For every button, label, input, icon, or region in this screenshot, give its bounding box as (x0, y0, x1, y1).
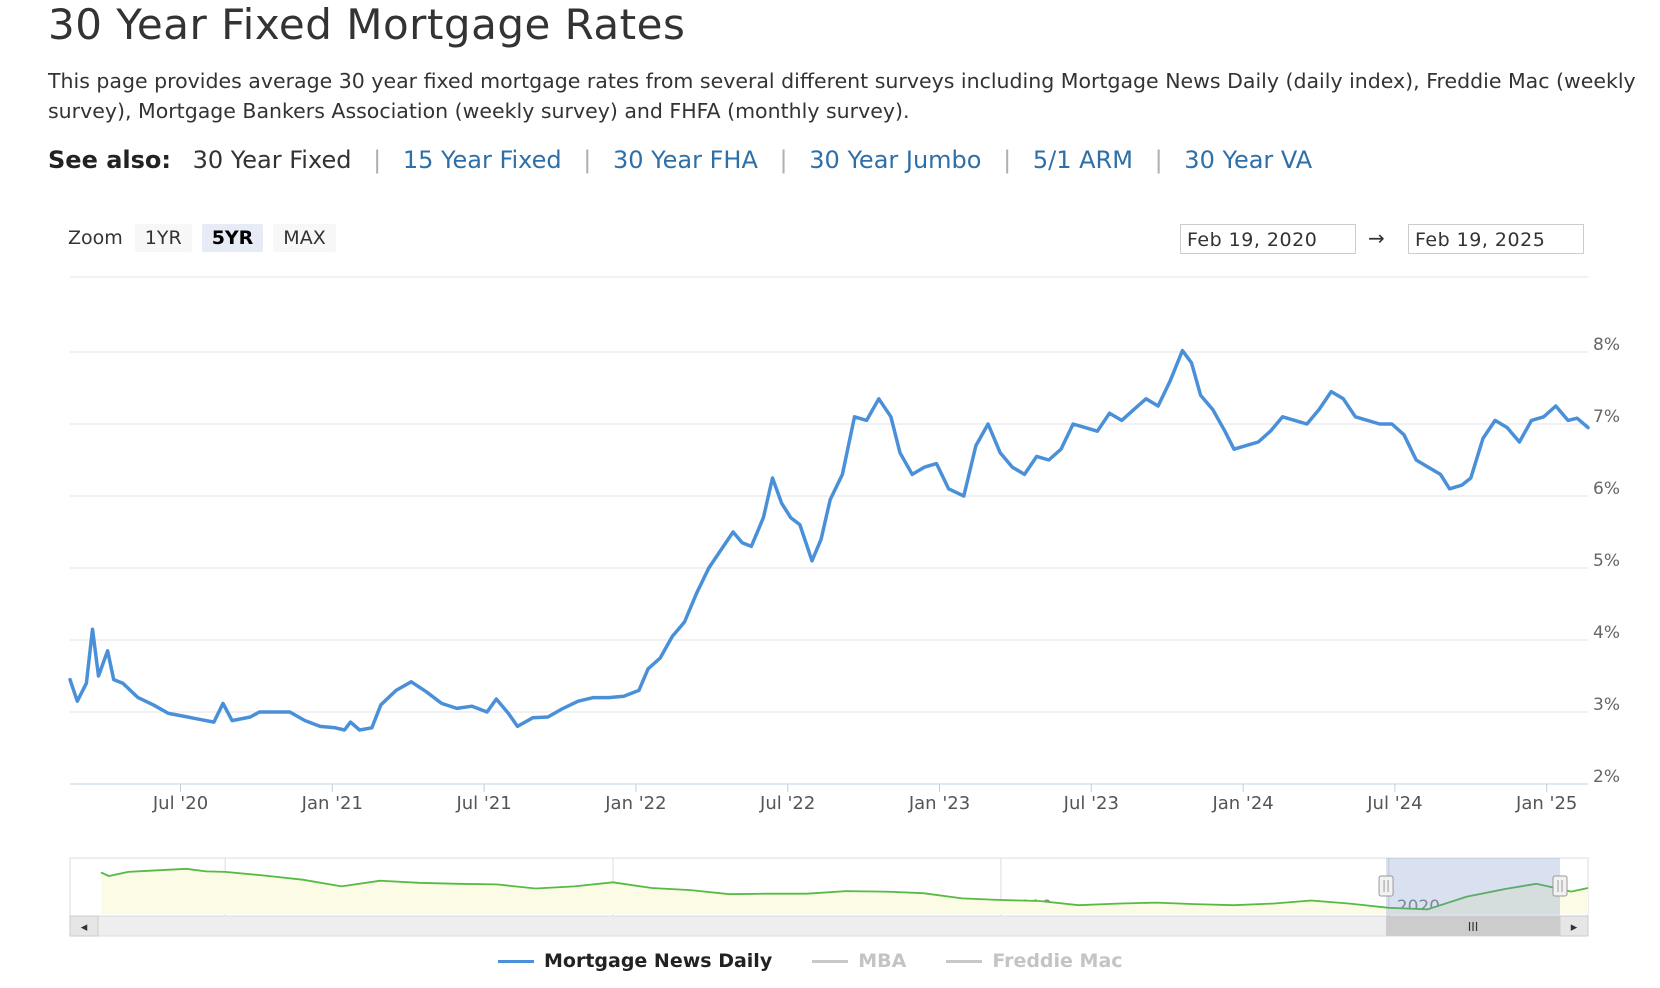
legend-item-freddie-mac[interactable]: Freddie Mac (946, 950, 1123, 972)
x-tick-label: Jan '21 (301, 793, 363, 814)
legend-swatch (946, 959, 983, 963)
see-also-nav: See also: 30 Year Fixed | 15 Year Fixed … (48, 146, 1312, 174)
y-tick-label: 3% (1593, 695, 1620, 715)
x-tick-label: Jul '24 (1366, 793, 1422, 814)
see-also-link-5-1-arm[interactable]: 5/1 ARM (1032, 146, 1133, 174)
navigator-selection[interactable] (1386, 858, 1560, 916)
x-tick-label: Jan '24 (1211, 793, 1273, 814)
x-tick-label: Jul '23 (1063, 793, 1119, 814)
y-axis-labels: 2% 3% 4% 5% 6% 7% 8% (1593, 335, 1620, 787)
x-tick-label: Jan '23 (908, 793, 970, 814)
x-tick-label: Jan '22 (604, 793, 666, 814)
navigator-scrollbar[interactable]: III ◂ ▸ (69, 915, 1589, 937)
see-also-separator: | (373, 146, 382, 174)
see-also-label: See also: (48, 146, 171, 174)
see-also-link-30-year-fha[interactable]: 30 Year FHA (613, 146, 758, 174)
legend-swatch (498, 959, 534, 963)
zoom-label: Zoom (68, 227, 123, 249)
range-from-input[interactable]: Feb 19, 2020 (1180, 224, 1356, 254)
legend-label: Freddie Mac (992, 950, 1123, 972)
scroll-left-arrow-icon: ◂ (81, 920, 88, 935)
scroll-left-button[interactable] (69, 915, 99, 937)
y-tick-label: 8% (1593, 335, 1620, 355)
x-tick-label: Jan '25 (1515, 793, 1577, 814)
navigator-right-handle[interactable] (1552, 875, 1568, 897)
scroll-right-arrow-icon: ▸ (1571, 920, 1578, 935)
legend-item-mba[interactable]: MBA (812, 950, 906, 972)
see-also-separator: | (583, 146, 592, 174)
x-axis-labels: Jul '20 Jan '21 Jul '21 Jan '22 Jul '22 Jan '… (152, 784, 1577, 814)
navigator-series (100, 867, 1589, 914)
zoom-max-button[interactable]: MAX (273, 224, 336, 252)
legend-label: MBA (858, 950, 907, 972)
series-line-mortgage-news-daily (68, 348, 1590, 732)
see-also-current: 30 Year Fixed (192, 146, 352, 174)
x-tick-label: Jul '21 (455, 793, 511, 814)
page-intro: This page provides average 30 year fixed… (48, 69, 1636, 123)
see-also-separator: | (779, 146, 788, 174)
see-also-link-15-year-fixed[interactable]: 15 Year Fixed (402, 146, 562, 174)
range-arrow: → (1368, 226, 1385, 250)
range-to-input[interactable]: Feb 19, 2025 (1408, 224, 1584, 254)
page-title: 30 Year Fixed Mortgage Rates (48, 0, 686, 49)
see-also-separator: | (1003, 146, 1012, 174)
zoom-5yr-button[interactable]: 5YR (201, 224, 264, 252)
navigator-window[interactable] (1378, 858, 1568, 916)
x-tick-label: Jul '22 (759, 793, 815, 814)
legend-swatch (812, 959, 849, 963)
zoom-1yr-button[interactable]: 1YR (134, 224, 192, 252)
scrollbar-thumb[interactable] (1386, 916, 1560, 936)
scroll-right-button[interactable] (1559, 915, 1589, 937)
scrollbar-track[interactable] (69, 915, 1589, 937)
y-tick-label: 4% (1593, 623, 1620, 643)
zoom-controls: Zoom 1YR 5YR MAX (68, 224, 346, 252)
y-tick-label: 5% (1593, 551, 1620, 571)
see-also-link-30-year-va[interactable]: 30 Year VA (1184, 146, 1313, 174)
y-tick-label: 2% (1593, 767, 1620, 787)
navigator[interactable]: 1990200020102020 (69, 857, 1589, 917)
y-tick-label: 6% (1593, 479, 1620, 499)
x-tick-label: Jul '20 (152, 793, 208, 814)
see-also-separator: | (1154, 146, 1163, 174)
y-tick-label: 7% (1593, 407, 1620, 427)
navigator-line (100, 867, 1589, 911)
chart-legend: Mortgage News Daily MBA Freddie Mac (498, 950, 1163, 972)
scrollbar-grip: III (1468, 920, 1479, 934)
legend-item-mortgage-news-daily[interactable]: Mortgage News Daily (498, 950, 772, 972)
see-also-link-30-year-jumbo[interactable]: 30 Year Jumbo (809, 146, 982, 174)
series-layer (68, 348, 1590, 732)
navigator-left-handle[interactable] (1378, 875, 1394, 897)
legend-label: Mortgage News Daily (544, 950, 773, 972)
gridlines (70, 351, 1588, 785)
